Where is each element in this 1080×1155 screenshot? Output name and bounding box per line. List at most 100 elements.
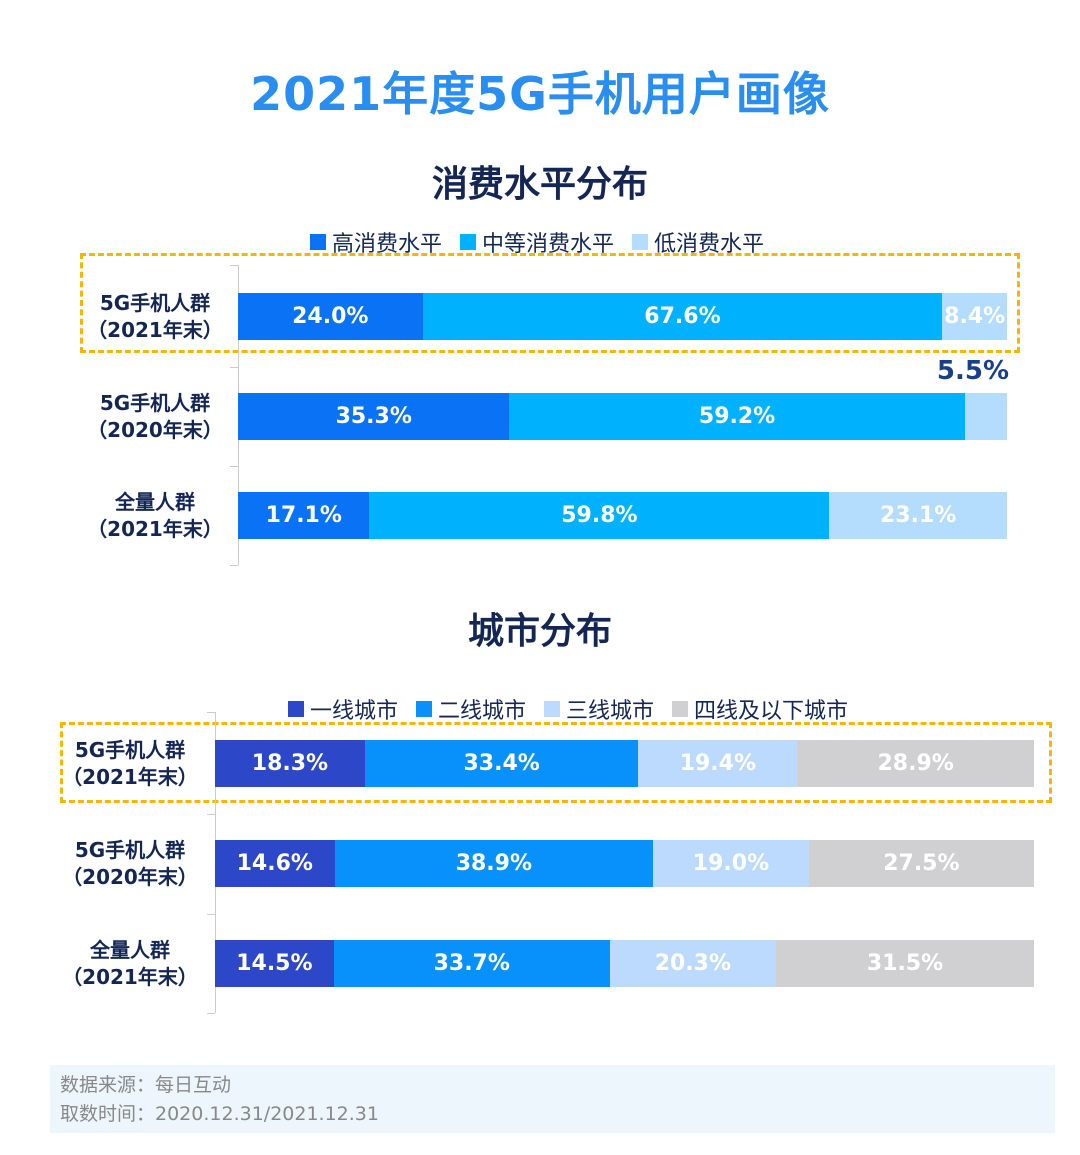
bar-segment: 14.5% — [215, 940, 334, 987]
bar-segment: 35.3% — [238, 393, 510, 440]
legend-swatch — [288, 701, 304, 717]
axis-tick — [207, 913, 215, 915]
legend-item: 一线城市 — [288, 693, 398, 725]
legend-swatch — [416, 701, 433, 717]
bar-segment: 59.8% — [369, 492, 830, 539]
legend: 一线城市 二线城市 三线城市 四线及以下城市 — [288, 693, 848, 725]
data-label: 18.3% — [251, 751, 329, 776]
bar-segment: 33.4% — [364, 740, 639, 787]
category-label: 5G手机人群 （2021年末） — [45, 737, 215, 791]
highlight-box — [80, 253, 1020, 353]
axis-tick — [207, 813, 215, 815]
data-label: 20.3% — [654, 951, 732, 976]
data-label: 23.1% — [880, 503, 957, 528]
category-label-line: 全量人群 — [90, 938, 170, 962]
data-label: 67.6% — [644, 304, 721, 329]
data-label: 17.1% — [265, 503, 342, 528]
bar-segment: 17.1% — [238, 492, 370, 539]
data-label: 5.5% — [936, 356, 1009, 386]
data-label: 59.2% — [698, 404, 776, 429]
legend-label: 四线及以下城市 — [694, 699, 849, 724]
category-label-line: （2020年末） — [62, 865, 198, 889]
category-label-line: （2020年末） — [87, 418, 223, 442]
data-label: 14.6% — [236, 851, 313, 876]
chart-title: 城市分布 — [467, 611, 612, 652]
legend-label: 一线城市 — [310, 699, 399, 724]
legend-swatch — [672, 701, 689, 717]
bar-segment — [964, 393, 1007, 440]
axis-tick — [207, 1013, 215, 1014]
data-label: 14.5% — [236, 951, 313, 976]
legend-item: 四线及以下城市 — [672, 693, 848, 725]
legend-label: 二线城市 — [438, 699, 527, 724]
data-label: 27.5% — [883, 851, 960, 876]
category-label-line: 5G手机人群 — [74, 838, 186, 862]
bar-segment: 19.0% — [653, 840, 809, 887]
axis-tick — [207, 712, 215, 713]
category-label: 全量人群 （2021年末） — [70, 489, 240, 543]
bar-segment: 31.5% — [776, 940, 1034, 987]
axis-tick — [230, 265, 238, 266]
bar-segment: 18.3% — [215, 740, 365, 787]
legend-label: 低消费水平 — [654, 232, 765, 257]
data-label: 35.3% — [335, 404, 412, 429]
legend-item: 中等消费水平 — [460, 226, 614, 258]
bar-segment: 33.7% — [333, 940, 610, 987]
data-period: 取数时间：2020.12.31/2021.12.31 — [60, 1103, 379, 1125]
data-label: 19.4% — [679, 751, 757, 776]
axis-tick — [230, 565, 238, 566]
category-label-line: 5G手机人群 — [99, 291, 211, 315]
bar-segment: 23.1% — [829, 492, 1007, 539]
highlight-box — [60, 722, 1052, 803]
data-label: 33.7% — [433, 951, 510, 976]
data-label: 19.0% — [692, 851, 770, 876]
main-title: 2021年度5G手机用户画像 — [250, 67, 830, 121]
category-label-line: 5G手机人群 — [99, 391, 211, 415]
chart-title: 消费水平分布 — [431, 164, 648, 205]
category-label: 全量人群 （2021年末） — [45, 937, 215, 991]
bar-segment: 19.4% — [638, 740, 798, 787]
bar-segment: 59.2% — [509, 393, 965, 440]
data-label: 31.5% — [866, 951, 944, 976]
legend-swatch — [632, 234, 649, 250]
legend-item: 二线城市 — [416, 693, 526, 725]
category-label-line: 5G手机人群 — [74, 738, 186, 762]
legend-swatch — [310, 234, 326, 250]
data-label: 24.0% — [292, 304, 369, 329]
axis-tick — [230, 466, 238, 467]
category-label-line: （2021年末） — [87, 318, 223, 342]
legend-label: 三线城市 — [566, 699, 655, 724]
bar-segment: 24.0% — [238, 293, 423, 340]
category-label-line: 全量人群 — [115, 490, 195, 514]
legend-item: 高消费水平 — [310, 226, 442, 258]
axis-tick — [230, 366, 238, 368]
bar-segment: 14.6% — [215, 840, 335, 887]
category-label: 5G手机人群 （2020年末） — [70, 390, 240, 444]
bar-segment: 8.4% — [942, 293, 1007, 340]
data-label: 8.4% — [944, 304, 1006, 329]
category-label: 5G手机人群 （2020年末） — [45, 837, 215, 891]
category-label-line: （2021年末） — [87, 517, 223, 541]
bar-segment: 27.5% — [808, 840, 1034, 887]
legend-label: 中等消费水平 — [482, 232, 615, 257]
legend-item: 低消费水平 — [632, 226, 764, 258]
category-label-line: （2021年末） — [62, 765, 198, 789]
data-label: 38.9% — [455, 851, 533, 876]
data-label: 59.8% — [561, 503, 638, 528]
bar-segment: 28.9% — [797, 740, 1034, 787]
legend-item: 三线城市 — [544, 693, 654, 725]
bar-segment: 67.6% — [422, 293, 943, 340]
bar-segment: 38.9% — [334, 840, 654, 887]
data-label: 28.9% — [877, 751, 954, 776]
category-label-line: （2021年末） — [62, 965, 198, 989]
legend-swatch — [544, 701, 561, 717]
legend-label: 高消费水平 — [332, 232, 443, 257]
data-source: 数据来源：每日互动 — [60, 1074, 232, 1096]
footer: 数据来源：每日互动 取数时间：2020.12.31/2021.12.31 — [50, 1065, 1055, 1133]
legend: 高消费水平 中等消费水平 低消费水平 — [310, 226, 764, 258]
legend-swatch — [460, 234, 477, 250]
category-label: 5G手机人群 （2021年末） — [70, 290, 240, 344]
bar-segment: 20.3% — [609, 940, 776, 987]
data-label: 33.4% — [463, 751, 540, 776]
